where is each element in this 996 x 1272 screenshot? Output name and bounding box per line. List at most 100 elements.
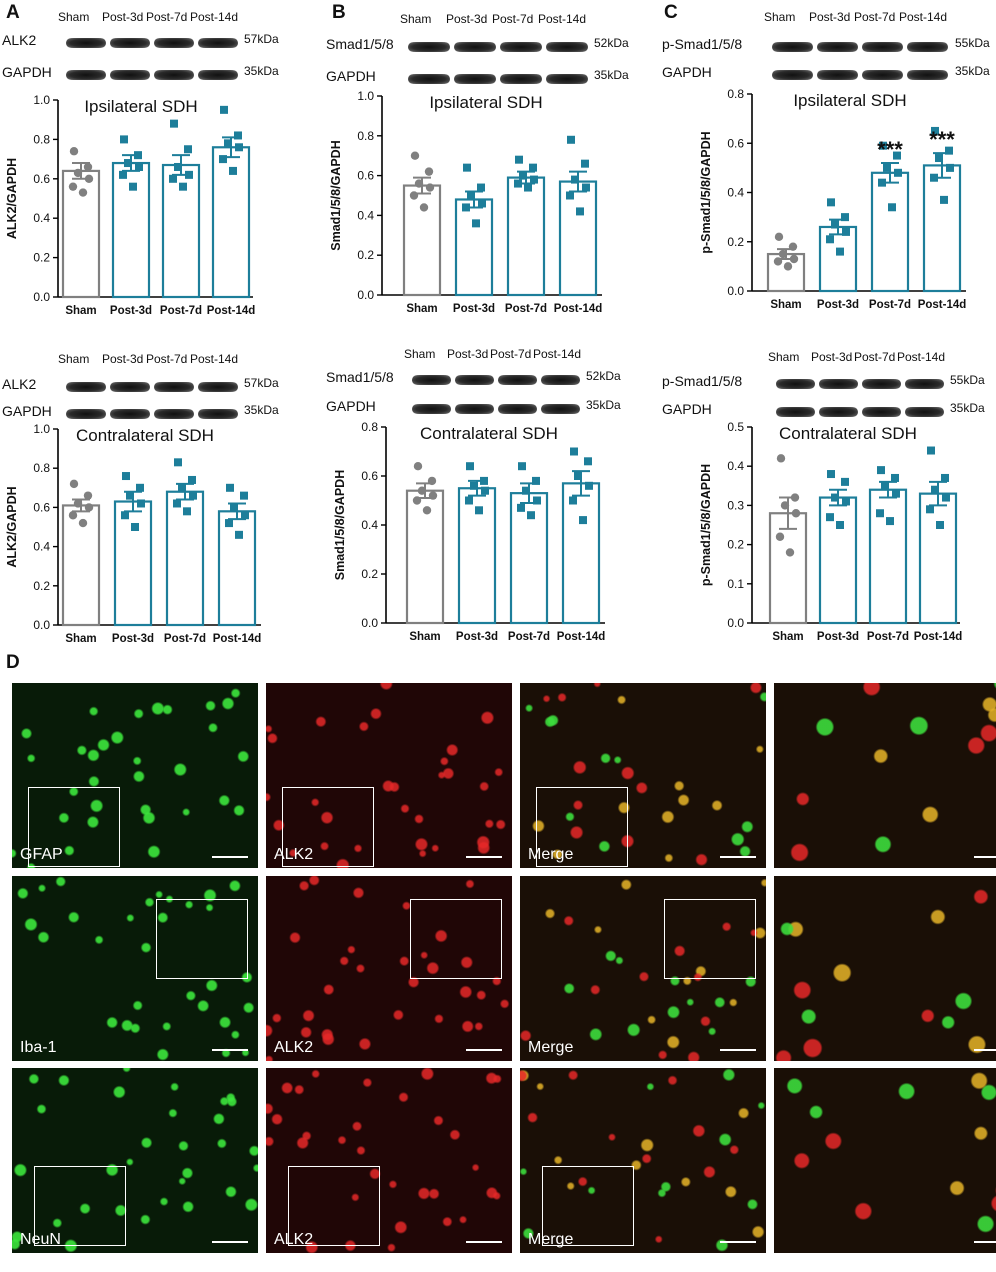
data-point xyxy=(785,548,795,557)
blot-band xyxy=(110,70,150,80)
bar xyxy=(818,496,858,625)
blot-band xyxy=(110,382,150,392)
blot-band-row xyxy=(774,375,946,393)
blot-kda-label: 52kDa xyxy=(594,36,629,50)
scale-bar xyxy=(720,1049,756,1051)
data-point xyxy=(136,483,144,492)
y-tick-label: 0.0 xyxy=(33,618,50,632)
blot-band xyxy=(154,70,194,80)
data-point xyxy=(530,175,538,184)
data-point xyxy=(427,476,437,486)
blot-band xyxy=(541,404,580,414)
blot-band-row xyxy=(410,400,582,418)
blot-lane-label: Sham xyxy=(768,350,800,364)
data-point xyxy=(515,155,523,164)
blot-band xyxy=(408,42,450,52)
y-axis-label: p-Smad1/5/8/GAPDH xyxy=(699,131,713,253)
blot-protein-label: GAPDH xyxy=(326,68,376,84)
x-tick-label: Post-14d xyxy=(914,631,963,643)
y-tick-label: 0.8 xyxy=(33,132,50,146)
y-tick-label: 0.4 xyxy=(361,518,378,532)
x-tick-label: Post-3d xyxy=(112,633,154,645)
blot-protein-label: p-Smad1/5/8 xyxy=(662,373,743,389)
blot-protein-label: p-Smad1/5/8 xyxy=(662,36,743,52)
x-tick-label: Sham xyxy=(65,633,96,645)
data-point xyxy=(783,262,793,271)
chart-title: Ipsilateral SDH xyxy=(84,97,197,116)
y-tick-label: 0.4 xyxy=(727,459,744,473)
blot-kda-label: 57kDa xyxy=(244,376,279,390)
data-point xyxy=(188,475,196,484)
data-point xyxy=(888,203,896,212)
y-axis-label: p-Smad1/5/8/GAPDH xyxy=(699,464,713,586)
data-point xyxy=(73,168,83,178)
blot-protein-label: ALK2 xyxy=(2,376,37,392)
data-point xyxy=(184,145,192,154)
y-tick-label: 0.0 xyxy=(33,290,50,304)
inset-box xyxy=(410,899,502,979)
blot-band xyxy=(546,42,588,52)
blot-band xyxy=(817,42,858,52)
blot-lane-label: Post-14d xyxy=(533,347,582,361)
y-tick-label: 0.8 xyxy=(357,129,374,143)
micrograph-label: ALK2 xyxy=(274,1231,314,1248)
data-point xyxy=(774,232,784,242)
data-point xyxy=(773,257,783,266)
significance-marker: *** xyxy=(929,127,955,152)
scale-bar xyxy=(212,1049,248,1051)
blot-lane-label: Post-7d xyxy=(854,350,896,364)
data-point xyxy=(428,491,438,500)
data-point xyxy=(83,162,93,172)
chart-title: Ipsilateral SDH xyxy=(793,91,906,110)
data-point xyxy=(826,513,834,522)
inset-box xyxy=(28,787,120,867)
data-point xyxy=(466,462,474,471)
data-point xyxy=(877,466,885,475)
data-point xyxy=(827,198,835,207)
charts-svg: 0.0 0.2 0.4 0.6 0.8 1.0 ALK2/GAPDH Ipsilateral … xyxy=(5,87,966,645)
y-tick-label: 0.6 xyxy=(33,172,50,186)
scale-bar xyxy=(212,856,248,858)
data-point xyxy=(235,530,243,539)
data-point xyxy=(581,159,589,168)
blot-band xyxy=(819,379,858,389)
data-point xyxy=(892,489,900,498)
x-tick-label: Post-14d xyxy=(207,305,256,317)
data-point xyxy=(73,499,83,508)
micrograph-label: Merge xyxy=(528,1231,574,1248)
data-point xyxy=(891,473,899,482)
data-point xyxy=(224,139,232,148)
blot-band-row xyxy=(64,378,240,396)
data-point xyxy=(422,506,432,515)
blot-lane-label: Post-3d xyxy=(809,10,851,24)
data-point xyxy=(836,521,844,529)
x-tick-label: Post-14d xyxy=(557,631,606,643)
blot-lane-label: Sham xyxy=(58,352,90,366)
blot-lane-label: Sham xyxy=(400,12,432,26)
y-tick-label: 0.2 xyxy=(727,538,744,552)
data-point xyxy=(219,155,227,164)
data-point xyxy=(514,179,522,188)
data-point xyxy=(414,179,424,188)
micrograph-label: ALK2 xyxy=(274,846,314,863)
micrograph-label: Iba-1 xyxy=(20,1039,57,1056)
data-point xyxy=(174,458,182,467)
blot-band xyxy=(500,42,542,52)
data-point xyxy=(883,163,891,172)
data-point xyxy=(78,188,88,197)
blot-lane-label: Post-3d xyxy=(447,347,489,361)
blot-band xyxy=(110,409,150,419)
data-point xyxy=(576,207,584,216)
scale-bar xyxy=(466,1049,502,1051)
blot-band-row xyxy=(770,66,950,84)
scale-bar xyxy=(212,1241,248,1243)
data-point xyxy=(78,518,88,528)
scale-bar xyxy=(466,1241,502,1243)
micrograph-label: GFAP xyxy=(20,846,63,863)
data-point xyxy=(481,486,489,495)
micrograph-panel: Iba-1 xyxy=(12,876,258,1061)
bar xyxy=(454,198,494,297)
x-tick-label: Post-3d xyxy=(817,631,859,643)
blot-lane-label: Post-3d xyxy=(102,10,144,24)
data-point xyxy=(235,143,243,152)
